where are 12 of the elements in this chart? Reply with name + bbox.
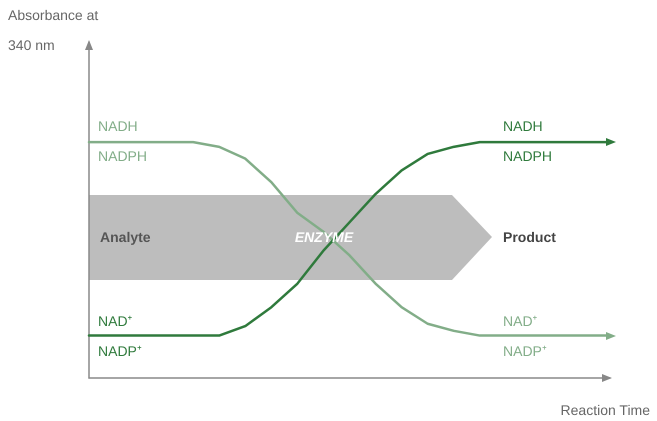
x-axis-title: Reaction Time: [560, 402, 650, 418]
annotation: NADPH: [503, 148, 552, 164]
annotation: Analyte: [100, 229, 151, 245]
annotation: NAD⁺: [98, 313, 133, 329]
text: NADH: [503, 118, 543, 134]
annotation: NADP⁺: [98, 343, 142, 359]
text: Absorbance at 340 nm: [8, 7, 98, 53]
text: NADH: [98, 118, 138, 134]
annotation: NAD⁺: [503, 313, 538, 329]
annotation: Product: [503, 229, 556, 245]
annotation: NADP⁺: [503, 343, 547, 359]
annotation: NADPH: [98, 148, 148, 164]
